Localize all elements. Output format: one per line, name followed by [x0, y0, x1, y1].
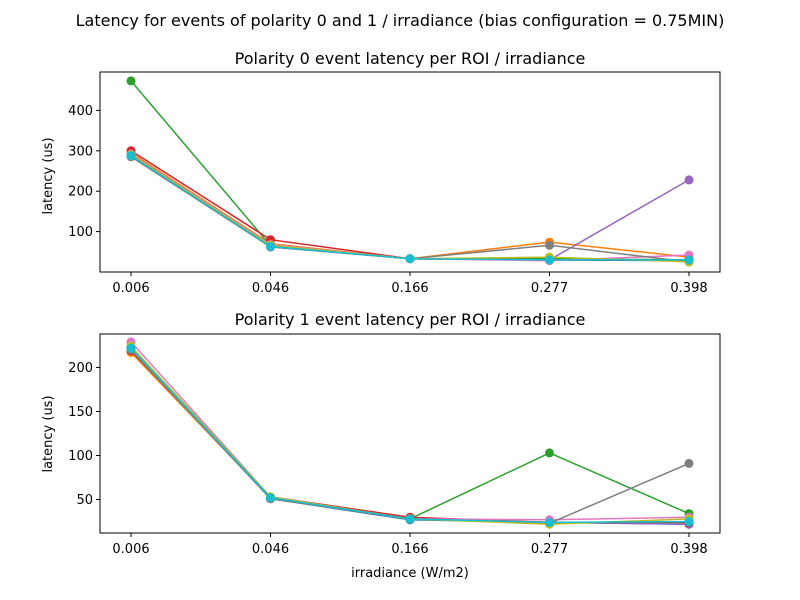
x-tick-label: 0.046 [252, 542, 289, 557]
data-point [684, 517, 694, 527]
x-tick-label: 0.166 [391, 281, 428, 296]
y-tick-label: 300 [68, 144, 93, 159]
chart-title: Polarity 0 event latency per ROI / irrad… [235, 49, 586, 68]
x-tick-label: 0.398 [670, 281, 707, 296]
data-point [545, 517, 554, 527]
y-tick-label: 150 [68, 405, 93, 420]
chart-polarity-0: Polarity 0 event latency per ROI / irrad… [41, 49, 721, 296]
data-point [684, 255, 694, 265]
series-line [130, 150, 689, 261]
chart-polarity-1: Polarity 1 event latency per ROI / irrad… [41, 310, 721, 581]
data-point [266, 242, 275, 251]
data-point [545, 448, 554, 458]
y-tick-label: 100 [68, 449, 93, 464]
plot-area: 0.006 0.046 0.166 0.277 0.398 50 100 150 200 [68, 333, 721, 557]
x-tick-label: 0.277 [531, 542, 568, 557]
series-line [130, 80, 690, 261]
x-tick-label: 0.046 [252, 281, 289, 296]
plot-area: 0.006 0.046 0.166 0.277 0.398 100 200 300 400 [68, 71, 721, 296]
data-point [545, 255, 554, 265]
x-tick-label: 0.398 [670, 542, 707, 557]
figure-title: Latency for events of polarity 0 and 1 /… [76, 11, 725, 30]
data-point [405, 254, 415, 264]
data-point [684, 175, 694, 185]
y-tick-label: 200 [68, 185, 93, 200]
y-tick-label: 200 [68, 361, 93, 376]
axes-frame [99, 333, 721, 534]
data-point [545, 240, 554, 250]
y-tick-label: 50 [76, 493, 93, 508]
data-point [684, 458, 694, 468]
data-point [126, 343, 136, 353]
series-line [130, 341, 690, 521]
data-point [126, 76, 136, 86]
x-tick-label: 0.006 [112, 281, 149, 296]
y-tick-label: 400 [68, 104, 93, 119]
series-line [130, 152, 690, 260]
x-tick-label: 0.277 [531, 281, 568, 296]
y-axis-label: latency (us) [41, 137, 56, 214]
series-line [130, 347, 690, 520]
data-point [266, 493, 275, 503]
series-line [130, 154, 690, 263]
x-tick-label: 0.006 [112, 542, 149, 557]
chart-title: Polarity 1 event latency per ROI / irrad… [235, 310, 586, 329]
y-tick-label: 100 [68, 225, 93, 240]
data-point [405, 514, 415, 524]
x-tick-label: 0.166 [391, 542, 428, 557]
x-axis-label: irradiance (W/m2) [351, 566, 469, 581]
data-point [126, 151, 136, 161]
axes-frame [99, 71, 721, 273]
y-axis-label: latency (us) [41, 395, 56, 472]
